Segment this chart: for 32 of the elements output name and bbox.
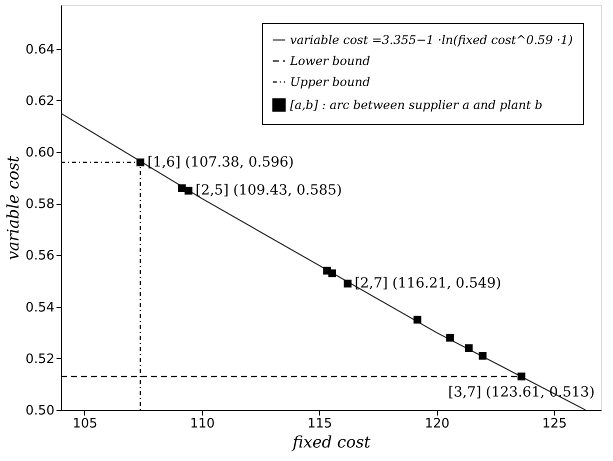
legend-label: Lower bound	[289, 54, 370, 68]
annotation: [1,6] (107.38, 0.596)	[147, 154, 294, 170]
x-tick-label: 115	[307, 416, 332, 432]
legend-label: variable cost =3.355−1 ·ln(fixed cost^0.59 ·1)	[290, 33, 574, 47]
point	[184, 186, 192, 195]
y-tick-label: 0.60	[26, 146, 54, 161]
legend-label: Upper bound	[290, 75, 370, 89]
x-tick-label: 105	[72, 416, 98, 432]
x-axis-title: fixed cost	[292, 432, 371, 452]
y-tick-label: 0.50	[26, 404, 54, 418]
point	[328, 269, 336, 278]
annotation: [2,5] (109.43, 0.585)	[195, 182, 342, 199]
y-tick-label: 0.58	[26, 197, 54, 212]
legend-label: [a,b] : arc between supplier a and plant b	[290, 98, 542, 112]
point	[446, 334, 454, 342]
y-axis-title: variable cost	[4, 155, 23, 260]
annotation: [3,7] (123.61, 0.513)	[448, 384, 595, 400]
y-tick-label: 0.54	[26, 300, 54, 316]
x-tick-label: 110	[190, 416, 215, 432]
y-tick-label: 0.62	[26, 94, 54, 109]
point	[344, 280, 352, 288]
point	[518, 372, 526, 380]
y-tick-label: 0.56	[26, 248, 54, 264]
point	[414, 316, 422, 324]
y-tick-label: 0.64	[26, 42, 54, 58]
y-tick-label: 0.52	[26, 352, 54, 367]
annotation: [2,7] (116.21, 0.549)	[354, 276, 502, 292]
x-tick-label: 120	[424, 416, 450, 432]
point	[478, 352, 487, 360]
point	[464, 344, 473, 352]
x-tick-label: 125	[542, 416, 567, 432]
point	[136, 158, 144, 166]
